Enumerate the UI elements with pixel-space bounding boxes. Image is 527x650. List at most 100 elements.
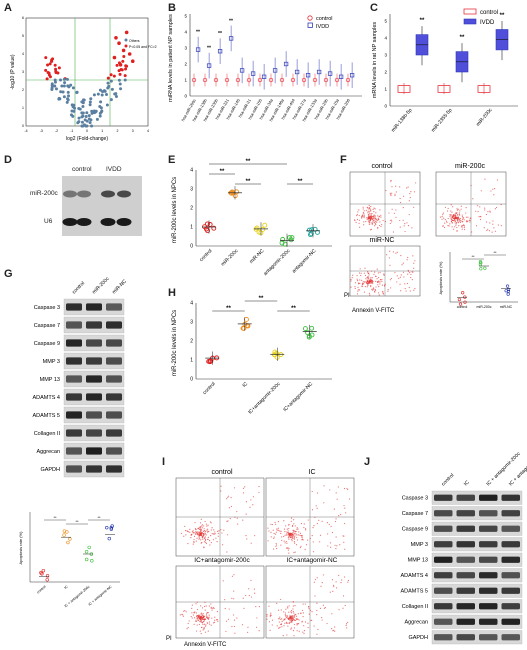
flow-event	[374, 271, 376, 273]
flow-event	[195, 531, 198, 534]
flow-event	[495, 206, 498, 209]
volcano-point	[88, 121, 92, 125]
inset-y-axis-label: Apoptosis rate (%)	[438, 261, 443, 295]
flow-event	[484, 209, 486, 211]
flow-event	[210, 624, 212, 626]
flow-event	[328, 523, 330, 526]
volcano-point	[123, 74, 127, 78]
flow-event	[292, 535, 294, 537]
flow-event	[316, 609, 318, 612]
y-tick-label: 3	[184, 46, 187, 51]
flow-event	[195, 603, 197, 605]
data-point	[260, 226, 266, 232]
flow-event	[363, 283, 365, 285]
flow-event	[452, 228, 455, 230]
flow-event	[469, 221, 471, 223]
flow-event	[256, 617, 258, 619]
flow-event	[368, 207, 370, 209]
flow-event	[193, 535, 196, 538]
flow-event	[404, 230, 406, 233]
flow-event	[192, 614, 195, 616]
flow-event	[330, 525, 332, 528]
flow-event	[288, 622, 290, 625]
protein-band	[501, 525, 520, 532]
flow-event	[208, 621, 211, 623]
flow-event	[451, 216, 454, 219]
flow-event	[485, 213, 488, 216]
protein-band	[86, 303, 102, 311]
flow-event	[488, 230, 491, 232]
protein-band	[106, 357, 122, 365]
row-label: MMP 13	[408, 557, 428, 563]
y-axis-label: -log10 (P value)	[10, 54, 16, 90]
flow-event	[234, 516, 236, 518]
flow-event	[395, 185, 397, 187]
volcano-point	[50, 84, 54, 88]
flow-event	[364, 267, 366, 269]
flow-event	[370, 277, 372, 279]
flow-event	[361, 282, 364, 284]
flow-event	[280, 532, 282, 534]
northern-blot-image	[62, 176, 142, 236]
protein-band	[86, 321, 102, 329]
flow-event	[377, 272, 379, 274]
protein-band	[479, 525, 498, 532]
flow-event	[455, 217, 457, 219]
flow-event	[370, 284, 372, 287]
data-point	[244, 323, 250, 328]
flow-event	[351, 277, 353, 279]
flow-event	[250, 579, 252, 582]
flow-event	[285, 616, 287, 619]
flow-event	[292, 533, 294, 535]
flow-event	[286, 528, 288, 530]
flow-event	[230, 496, 232, 499]
flow-event	[286, 547, 288, 549]
flow-event	[375, 286, 377, 288]
flow-event	[287, 547, 289, 549]
flow-event	[379, 278, 382, 281]
flow-event	[456, 214, 459, 216]
flow-event	[457, 221, 459, 223]
flow-event	[232, 614, 235, 616]
flow-event	[358, 219, 361, 221]
flow-event	[270, 531, 272, 533]
volcano-point	[61, 90, 65, 94]
flow-event	[457, 219, 459, 221]
flow-event	[452, 206, 454, 208]
volcano-point	[113, 92, 117, 96]
flow-event	[204, 530, 206, 532]
flow-event	[390, 194, 392, 197]
flow-event	[459, 221, 462, 223]
flow-event	[370, 218, 372, 221]
flow-event	[369, 219, 371, 222]
volcano-point	[59, 90, 63, 94]
flow-event	[442, 214, 444, 216]
flow-event	[210, 603, 212, 605]
volcano-point	[69, 83, 73, 87]
flow-event	[198, 531, 200, 533]
y-axis-label: miRNA levels in patient NP samples	[168, 14, 174, 102]
y-tick-label: 6	[22, 16, 24, 20]
flow-event	[368, 213, 370, 215]
flow-event	[369, 278, 371, 280]
volcano-point	[77, 107, 81, 111]
flow-event	[367, 277, 369, 279]
protein-band	[86, 429, 102, 437]
flow-event	[335, 536, 337, 538]
flow-event	[370, 285, 372, 288]
flow-event	[373, 290, 376, 293]
flow-event	[291, 614, 293, 617]
flow-event	[375, 220, 377, 223]
flow-event	[465, 216, 467, 218]
flow-event	[470, 184, 472, 187]
protein-band	[479, 634, 498, 641]
flow-event	[288, 533, 291, 535]
volcano-point	[98, 114, 102, 118]
protein-band	[456, 556, 475, 563]
apoptosis-point	[479, 261, 483, 265]
plot-title-control: control	[371, 163, 392, 170]
inset-category-label: miR-NC	[500, 305, 513, 309]
volcano-point-significant	[114, 36, 118, 40]
flow-event	[410, 276, 412, 279]
protein-band	[106, 447, 122, 455]
